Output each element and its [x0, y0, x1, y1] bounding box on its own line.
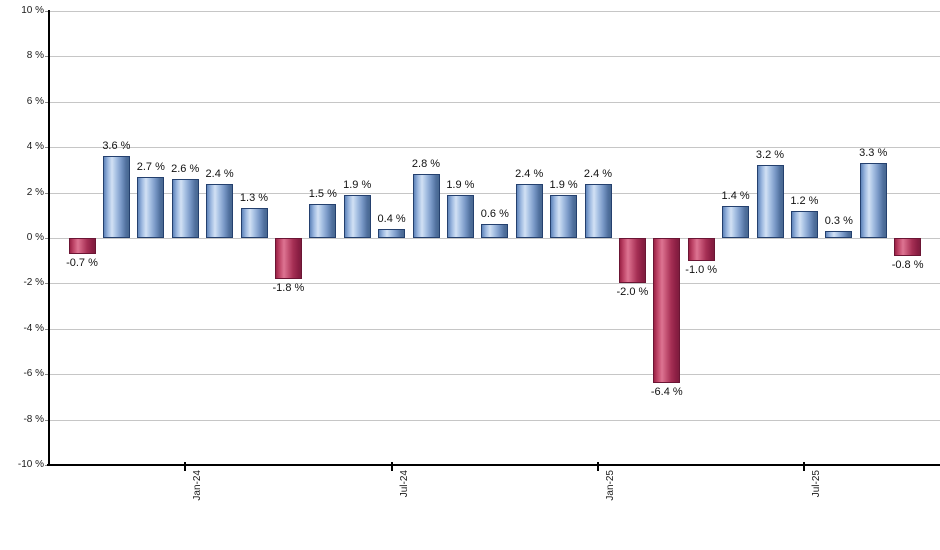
x-axis-tick-label: Jul-25	[811, 470, 823, 498]
bar-value-label: 3.6 %	[102, 140, 131, 153]
x-axis-tick	[597, 462, 599, 471]
bar-positive	[240, 208, 268, 238]
gridline	[49, 147, 940, 149]
bar-value-label: 0.4 %	[377, 212, 406, 225]
bar-value-label: -1.0 %	[685, 263, 718, 276]
bar-value-label: 1.9 %	[446, 178, 475, 191]
y-axis-tick-label: -10 %	[17, 459, 44, 470]
y-axis-line	[48, 10, 50, 466]
bar-value-label: 1.3 %	[239, 192, 269, 205]
y-axis-tick-label: 6 %	[26, 95, 44, 107]
bar-positive	[446, 194, 474, 238]
bar-value-label: 1.9 %	[549, 178, 578, 191]
bar-positive	[171, 178, 199, 238]
bar-positive	[343, 194, 371, 238]
bar-negative	[68, 238, 96, 254]
gridline	[49, 374, 940, 376]
bar-positive	[584, 183, 612, 238]
bar-positive	[206, 183, 234, 238]
bar-positive	[859, 163, 887, 238]
bar-value-label: 1.4 %	[721, 190, 750, 203]
gridline	[49, 56, 940, 58]
bar-positive	[378, 228, 406, 238]
y-axis-tick	[45, 283, 49, 285]
bar-negative	[274, 238, 302, 279]
bar-positive	[515, 183, 543, 238]
bar-negative	[653, 238, 681, 384]
y-axis-tick-label: 2 %	[26, 186, 44, 198]
y-axis-tick	[45, 419, 49, 421]
y-axis-tick-label: 10 %	[21, 5, 44, 16]
bar-positive	[550, 194, 578, 238]
bar-value-label: 2.7 %	[136, 160, 165, 173]
x-axis-tick	[184, 462, 187, 471]
bar-positive	[309, 203, 337, 238]
x-axis-line	[47, 464, 940, 466]
bar-value-label: -0.8 %	[891, 259, 924, 272]
bar-value-label: 2.6 %	[171, 162, 200, 175]
y-axis-tick	[45, 328, 49, 330]
bar-value-label: 1.2 %	[790, 194, 819, 207]
bar-value-label: 0.3 %	[824, 215, 853, 228]
bar-positive	[102, 156, 130, 238]
x-axis-tick	[803, 462, 806, 471]
bar-positive	[790, 210, 818, 238]
y-axis-tick	[45, 101, 49, 103]
bar-value-label: 2.4 %	[583, 167, 613, 180]
x-axis-tick-label: Jan-25	[605, 470, 616, 501]
gridline	[49, 101, 940, 103]
y-axis-tick	[45, 11, 49, 12]
gridline	[49, 11, 940, 12]
gridline	[49, 192, 940, 194]
bar-negative	[618, 238, 646, 284]
bar-value-label: -6.4 %	[650, 386, 683, 399]
y-axis-tick-label: -6 %	[23, 368, 44, 380]
bar-value-label: 1.5 %	[308, 187, 337, 200]
bar-value-label: -1.8 %	[272, 281, 305, 294]
bar-positive	[412, 174, 440, 238]
bar-value-label: -0.7 %	[66, 256, 98, 269]
bar-positive	[481, 224, 509, 238]
bar-value-label: 2.4 %	[515, 167, 544, 180]
y-axis-tick	[45, 56, 49, 58]
y-axis-tick	[45, 192, 49, 194]
y-axis-tick	[45, 238, 49, 239]
y-axis-tick	[45, 147, 49, 149]
bar-value-label: 0.6 %	[480, 208, 509, 221]
y-axis-tick-label: 4 %	[26, 141, 44, 153]
bar-value-label: 3.2 %	[755, 149, 785, 162]
bar-negative	[687, 238, 715, 261]
bar-positive	[722, 206, 750, 238]
gridline	[49, 419, 940, 421]
gridline	[49, 283, 940, 285]
y-axis-tick-label: -4 %	[23, 322, 44, 334]
y-axis-tick-label: -2 %	[23, 277, 44, 289]
bar-value-label: 3.3 %	[859, 147, 888, 160]
y-axis-tick-label: 8 %	[26, 50, 44, 62]
bar-positive	[756, 165, 784, 238]
x-axis-tick	[390, 462, 393, 471]
bar-positive	[825, 231, 853, 238]
y-axis-tick-label: -8 %	[23, 413, 44, 425]
bar-value-label: -2.0 %	[616, 286, 649, 299]
gridline	[49, 238, 940, 239]
x-axis-tick-label: Jan-24	[192, 470, 204, 501]
gridline	[49, 328, 940, 330]
bar-value-label: 2.4 %	[205, 167, 234, 180]
bar-value-label: 2.8 %	[411, 158, 441, 171]
bar-value-label: 1.9 %	[343, 178, 372, 191]
bar-negative	[894, 238, 922, 257]
y-axis-tick	[45, 374, 49, 376]
x-axis-tick-label: Jul-24	[398, 470, 410, 498]
bar-positive	[137, 176, 165, 238]
y-axis-tick-label: 0 %	[26, 232, 44, 243]
